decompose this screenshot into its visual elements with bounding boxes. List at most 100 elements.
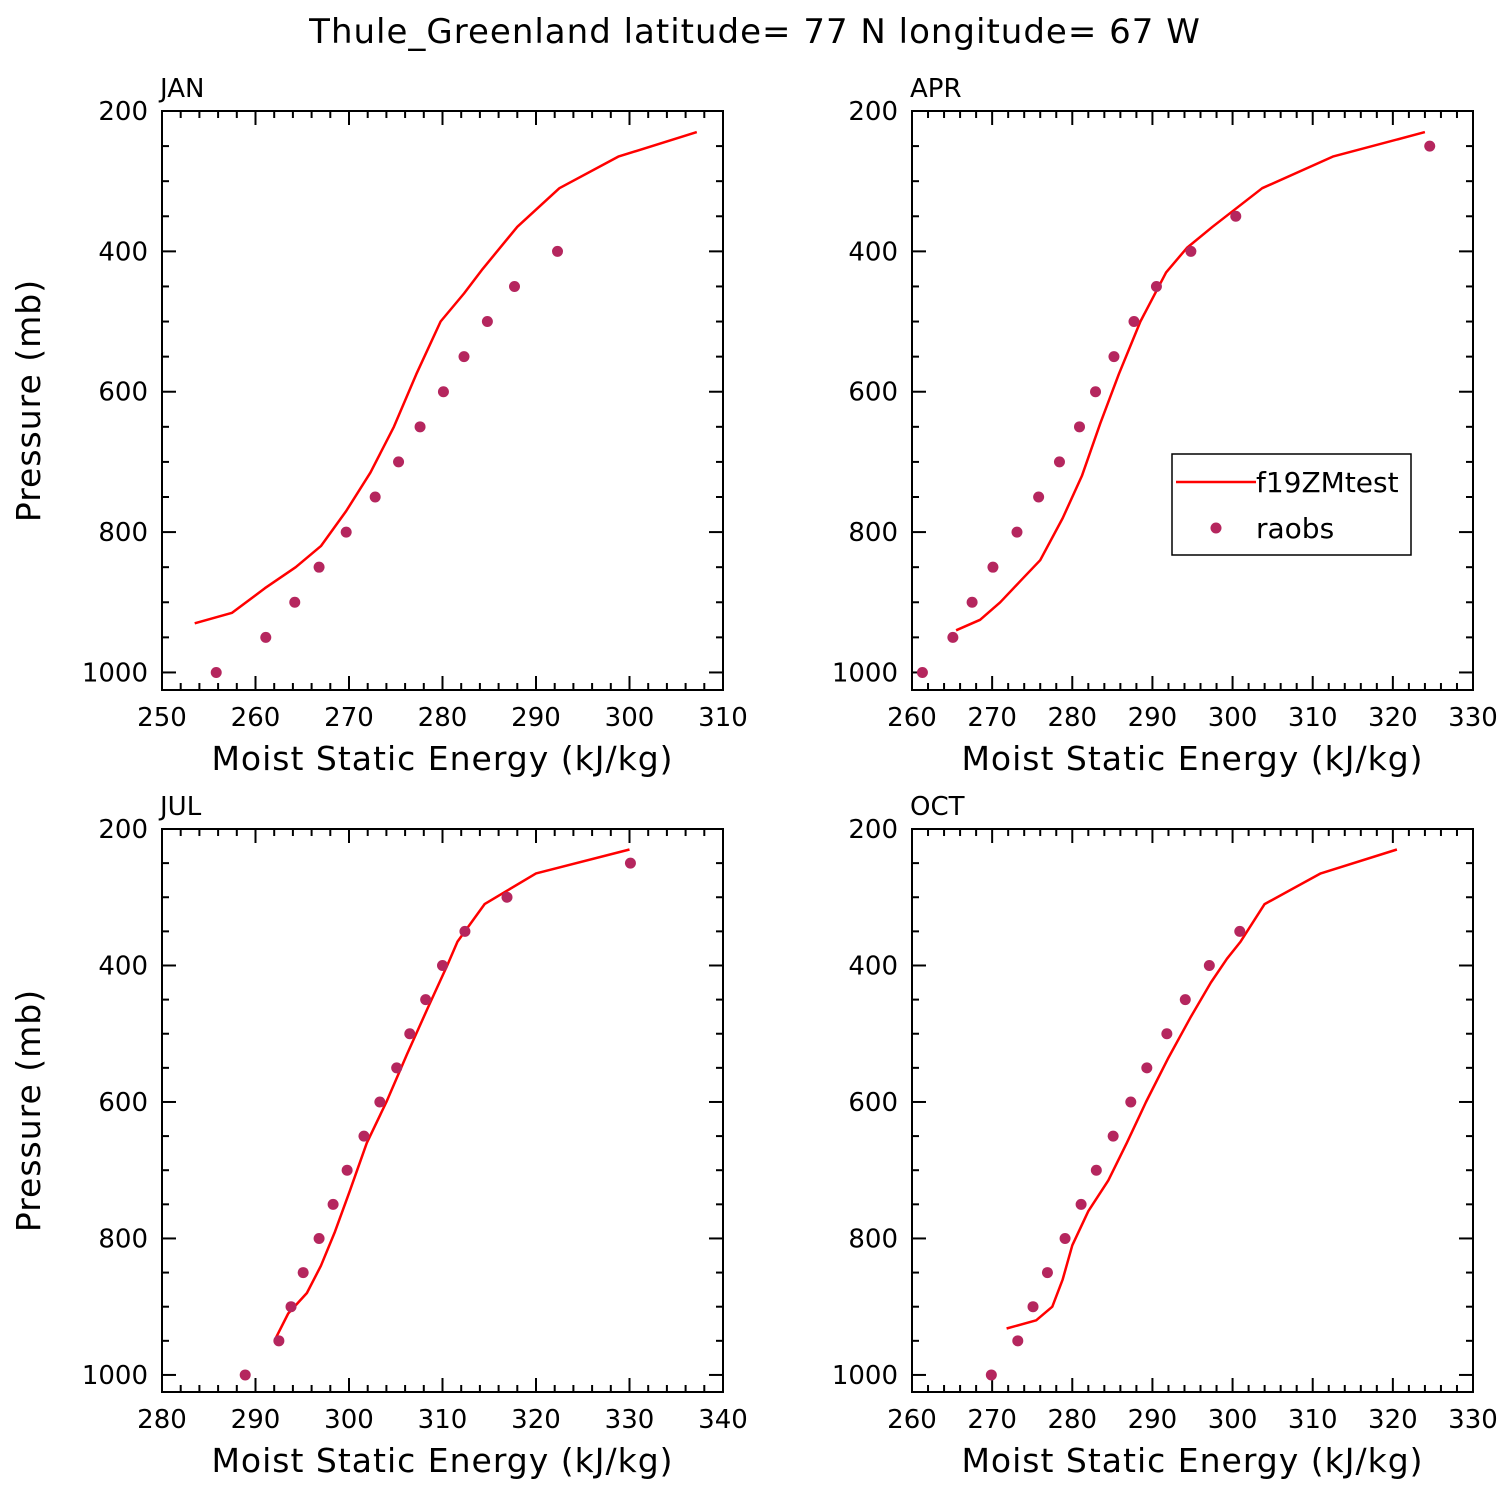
- y-tick-label: 600: [848, 1088, 898, 1118]
- y-tick-label: 200: [848, 97, 898, 127]
- x-tick-label: 330: [1448, 1405, 1498, 1435]
- obs-point-raobs: [624, 857, 636, 869]
- x-tick-label: 280: [418, 703, 468, 733]
- obs-point-raobs: [1027, 1301, 1039, 1313]
- y-tick-label: 400: [848, 237, 898, 267]
- obs-point-raobs: [313, 561, 325, 573]
- panel-oct: 260 270 280 290 300 310 320 330 200 400 600 800 1000…: [832, 792, 1498, 1480]
- obs-point-raobs: [1041, 1267, 1053, 1279]
- obs-point-raobs: [289, 596, 301, 608]
- obs-point-raobs: [393, 456, 405, 468]
- obs-point-raobs: [1073, 421, 1085, 433]
- obs-point-raobs: [916, 666, 928, 678]
- obs-point-raobs: [341, 1164, 353, 1176]
- plot-frame: [911, 828, 1474, 1393]
- panel-jan: 250 260 270 280 290 300 310 200 400 600 800 1000 JAN…: [9, 74, 748, 778]
- obs-point-raobs: [260, 631, 272, 643]
- x-tick-label: 310: [1288, 703, 1338, 733]
- obs-point-raobs: [501, 891, 513, 903]
- obs-point-raobs: [437, 386, 449, 398]
- y-tick-label: 800: [98, 1224, 148, 1254]
- x-tick-label: 260: [887, 1405, 937, 1435]
- obs-point-raobs: [987, 561, 999, 573]
- x-tick-label: 300: [324, 1405, 374, 1435]
- x-tick-label: 320: [1368, 703, 1418, 733]
- x-tick-label: 260: [231, 703, 281, 733]
- obs-point-raobs: [552, 245, 564, 257]
- y-tick-label: 800: [98, 518, 148, 548]
- x-tick-label: 300: [1208, 703, 1258, 733]
- panel-apr: 260 270 280 290 300 310 320 330 200 400 600 800 1000…: [832, 74, 1498, 778]
- obs-point-raobs: [285, 1301, 297, 1313]
- obs-point-raobs: [1179, 994, 1191, 1006]
- obs-point-raobs: [340, 526, 352, 538]
- x-tick-label: 270: [967, 703, 1017, 733]
- x-tick-label: 320: [511, 1405, 561, 1435]
- x-axis-label: Moist Static Energy (kJ/kg): [211, 1441, 673, 1480]
- x-tick-label: 260: [887, 703, 937, 733]
- x-tick-label: 290: [511, 703, 561, 733]
- obs-point-raobs: [481, 316, 493, 328]
- obs-point-raobs: [1011, 526, 1023, 538]
- model-line-f19ZMtest: [274, 848, 630, 1338]
- y-tick-label: 400: [848, 951, 898, 981]
- panel-label: JUL: [158, 792, 202, 822]
- obs-point-raobs: [1424, 140, 1436, 152]
- y-tick-label: 400: [98, 951, 148, 981]
- obs-point-raobs: [297, 1267, 309, 1279]
- obs-point-raobs: [1125, 1096, 1137, 1108]
- x-tick-label: 330: [605, 1405, 655, 1435]
- obs-point-raobs: [1185, 245, 1197, 257]
- x-tick-label: 290: [231, 1405, 281, 1435]
- obs-point-raobs: [1141, 1062, 1153, 1074]
- x-tick-label: 300: [605, 703, 655, 733]
- obs-point-raobs: [420, 994, 432, 1006]
- panel-label: JAN: [158, 74, 204, 104]
- obs-point-raobs: [391, 1062, 403, 1074]
- y-tick-label: 400: [98, 237, 148, 267]
- obs-point-raobs: [985, 1369, 997, 1381]
- obs-point-raobs: [458, 351, 470, 363]
- x-tick-label: 270: [324, 703, 374, 733]
- x-tick-label: 300: [1208, 1405, 1258, 1435]
- x-axis-label: Moist Static Energy (kJ/kg): [961, 1441, 1423, 1480]
- obs-point-raobs: [508, 280, 520, 292]
- legend-label-model: f19ZMtest: [1256, 466, 1399, 499]
- obs-point-raobs: [1107, 1130, 1119, 1142]
- obs-point-raobs: [1033, 491, 1045, 503]
- y-tick-label: 600: [98, 378, 148, 408]
- obs-point-raobs: [374, 1096, 386, 1108]
- y-tick-label: 600: [848, 378, 898, 408]
- x-tick-label: 330: [1448, 703, 1498, 733]
- plot-frame: [161, 828, 724, 1393]
- x-tick-label: 290: [1128, 703, 1178, 733]
- y-tick-label: 1000: [82, 1361, 148, 1391]
- obs-point-raobs: [1128, 316, 1140, 328]
- x-tick-label: 280: [1047, 703, 1097, 733]
- legend-box: [1171, 453, 1412, 556]
- legend-dot-swatch: [1210, 522, 1222, 534]
- y-axis-label: Pressure (mb): [9, 989, 48, 1232]
- panel-label: OCT: [910, 792, 965, 822]
- obs-point-raobs: [239, 1369, 251, 1381]
- x-axis-label: Moist Static Energy (kJ/kg): [211, 739, 673, 778]
- obs-point-raobs: [273, 1335, 285, 1347]
- obs-point-raobs: [1161, 1028, 1173, 1040]
- obs-point-raobs: [947, 631, 959, 643]
- x-tick-label: 310: [698, 703, 748, 733]
- x-tick-label: 340: [698, 1405, 748, 1435]
- y-tick-label: 200: [98, 815, 148, 845]
- legend-label-obs: raobs: [1256, 512, 1334, 545]
- obs-point-raobs: [313, 1232, 325, 1244]
- y-tick-label: 800: [848, 1224, 898, 1254]
- obs-point-raobs: [1012, 1335, 1024, 1347]
- obs-point-raobs: [1150, 280, 1162, 292]
- obs-point-raobs: [1230, 210, 1242, 222]
- obs-point-raobs: [404, 1028, 416, 1040]
- x-tick-label: 310: [1288, 1405, 1338, 1435]
- y-tick-label: 600: [98, 1088, 148, 1118]
- obs-point-raobs: [1053, 456, 1065, 468]
- y-tick-label: 1000: [82, 658, 148, 688]
- model-line-f19ZMtest: [955, 130, 1426, 632]
